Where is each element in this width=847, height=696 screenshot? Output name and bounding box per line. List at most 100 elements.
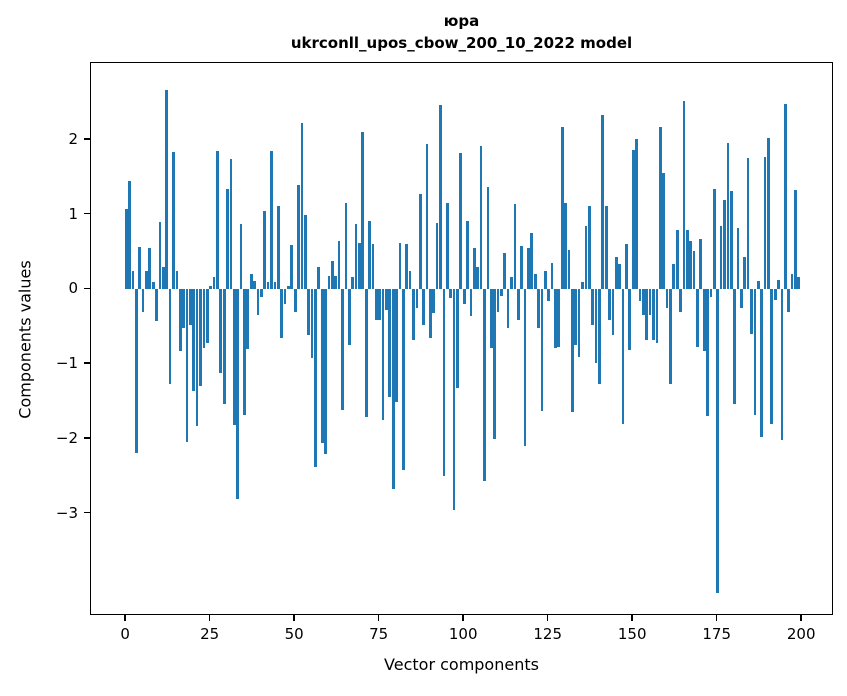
bar (364, 289, 368, 418)
x-tick-mark (715, 615, 718, 621)
bar (712, 188, 716, 290)
bar (415, 289, 419, 309)
bar (716, 289, 720, 593)
bar (229, 159, 233, 290)
bar (314, 289, 317, 468)
x-tick-mark (546, 615, 549, 621)
bar (374, 289, 378, 321)
bar (773, 289, 777, 300)
bar (655, 289, 659, 344)
bar (226, 188, 229, 290)
bar (469, 289, 473, 317)
bar (537, 289, 540, 329)
bar (543, 270, 547, 290)
bar (574, 289, 578, 345)
bar (148, 248, 152, 290)
x-tick-label: 25 (200, 625, 220, 643)
bar (787, 289, 791, 312)
bar (418, 193, 422, 290)
bar (327, 275, 331, 290)
bar (587, 205, 591, 290)
bar (662, 172, 665, 290)
bar (273, 281, 277, 290)
bar (496, 289, 500, 312)
bar (324, 289, 327, 454)
bar (185, 289, 189, 442)
bar (696, 289, 699, 347)
bar (307, 289, 311, 335)
bar (594, 289, 598, 364)
x-tick-label: 0 (120, 625, 130, 643)
bar (405, 243, 409, 290)
bar (429, 289, 432, 338)
bar (435, 222, 439, 290)
y-tick-label: −2 (55, 428, 78, 447)
bar (347, 289, 351, 345)
bar (500, 289, 503, 297)
y-tick-mark (84, 362, 90, 364)
bar (777, 279, 780, 290)
bar (290, 244, 294, 290)
bar (280, 289, 283, 338)
y-tick-label: 0 (68, 279, 78, 298)
bar (567, 249, 571, 290)
bar (276, 206, 280, 290)
y-tick-mark (84, 437, 90, 439)
y-tick-label: 1 (68, 204, 78, 223)
chart-title-line1: юра (443, 12, 480, 30)
bar (631, 149, 635, 290)
y-tick-label: 2 (68, 129, 78, 148)
bar (466, 220, 469, 290)
bar (172, 151, 175, 290)
bar (320, 289, 324, 443)
bar (756, 281, 760, 290)
bar (134, 289, 138, 454)
bar (239, 224, 243, 290)
bar (354, 223, 358, 290)
bar (334, 275, 338, 290)
bar (351, 277, 354, 290)
bar (506, 289, 510, 329)
x-tick-label: 175 (702, 625, 732, 643)
bar (679, 289, 682, 312)
bar (743, 256, 747, 290)
bar (158, 222, 162, 290)
bar (733, 289, 736, 404)
bar (151, 281, 155, 290)
bar (462, 289, 466, 305)
bar (530, 232, 534, 290)
bar (740, 289, 743, 309)
bar (378, 289, 382, 321)
bar (746, 157, 750, 290)
bar (689, 240, 693, 290)
bar (287, 285, 290, 290)
bar (138, 246, 142, 290)
bar (253, 281, 256, 290)
bar (175, 271, 179, 290)
bar (401, 289, 405, 471)
bar (608, 289, 611, 321)
bar (767, 137, 770, 290)
bar (682, 101, 686, 290)
bar (341, 289, 344, 411)
bar (395, 289, 398, 402)
bar (141, 289, 145, 312)
y-tick-mark (84, 511, 90, 514)
bar (236, 289, 240, 500)
bar (412, 289, 415, 341)
bar (222, 289, 226, 404)
bar (591, 289, 594, 325)
bar (131, 270, 135, 290)
bar (337, 240, 341, 290)
bar (577, 289, 581, 357)
bar (554, 289, 557, 349)
bar (165, 89, 169, 290)
bar (371, 243, 375, 290)
bar (476, 267, 480, 290)
bar (581, 281, 584, 290)
bar (297, 184, 300, 290)
bar (753, 289, 757, 415)
bar (381, 289, 385, 421)
bar (260, 289, 263, 297)
